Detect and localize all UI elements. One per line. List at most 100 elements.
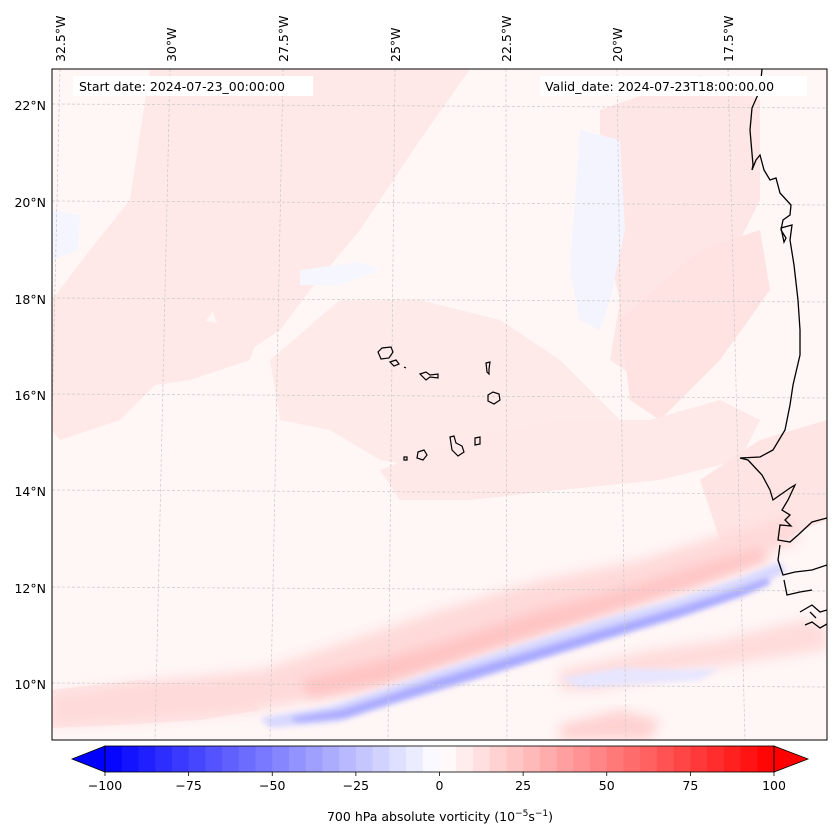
- start-date-box: [73, 76, 313, 96]
- field-positive-ne-band-2: [620, 230, 770, 420]
- colorbar-bin: [623, 746, 641, 772]
- lon-label-20w: 20°W: [610, 27, 625, 62]
- colorbar-bin: [155, 746, 173, 772]
- field-positive-belt-outer: [52, 515, 800, 725]
- colorbar-tick-label: 50: [599, 778, 615, 793]
- lon-label-30w: 30°W: [164, 27, 179, 62]
- graticule: [52, 69, 827, 740]
- gridline-lon-27-5w: [269, 69, 284, 740]
- colorbar-bin: [573, 746, 591, 772]
- colorbar-ticks: −100 −75 −50 −25 0 25 50 75 100: [88, 772, 786, 793]
- colorbar-bin: [355, 746, 374, 772]
- colorbar-bin: [506, 746, 524, 772]
- gridline-lat-22n: [52, 103, 827, 109]
- colorbar-bin: [740, 746, 758, 772]
- lat-label-16n: 16°N: [14, 388, 46, 403]
- longitude-labels: 32.5°W 30°W 27.5°W 25°W 22.5°W 20°W 17.5…: [53, 16, 736, 62]
- island-brava: [403, 456, 408, 461]
- colorbar-extend-high: [773, 745, 810, 773]
- colorbar-bin: [690, 746, 708, 772]
- colorbar-label-mid: s: [528, 809, 535, 824]
- colorbar-bin: [757, 746, 775, 772]
- gridline-lon-22-5w: [505, 69, 508, 740]
- lon-label-27-5w: 27.5°W: [276, 16, 291, 62]
- gridline-lon-25w: [387, 69, 396, 740]
- colorbar-bin: [389, 746, 407, 772]
- colorbar-tick-label: 0: [436, 778, 444, 793]
- colorbar-bin: [238, 746, 257, 772]
- map-panel: Start date: 2024-07-23_00:00:00 Valid_da…: [52, 69, 827, 740]
- island-sao-nicolau: [418, 371, 439, 381]
- gridline-lon-20w: [616, 69, 627, 740]
- lon-label-22-5w: 22.5°W: [499, 16, 514, 62]
- island-maio: [474, 436, 481, 446]
- gridline-lat-18n: [52, 297, 827, 303]
- field-negative-west: [52, 210, 80, 260]
- field-positive-center-left: [52, 300, 260, 400]
- colorbar-tick-label: −50: [259, 778, 285, 793]
- colorbar-bin: [305, 746, 323, 772]
- colorbar-bin: [205, 746, 223, 772]
- gridline-lon-32-5w: [52, 69, 61, 421]
- field-positive-belt-inner: [300, 548, 770, 698]
- gridline-lat-10n: [52, 682, 827, 688]
- colorbar-bin: [339, 746, 357, 772]
- colorbar-bin: [590, 746, 608, 772]
- valid-date-label: Valid_date: 2024-07-23T18:00:00.00: [545, 79, 774, 94]
- island-santa-luzia: [403, 366, 407, 369]
- field-negative-small: [300, 262, 380, 285]
- island-santo-antao: [377, 346, 394, 360]
- gridline-lon-30w: [154, 69, 171, 740]
- start-date-label: Start date: 2024-07-23_00:00:00: [79, 79, 285, 94]
- colorbar-bin: [673, 746, 691, 772]
- lon-label-17-5w: 17.5°W: [721, 16, 736, 62]
- colorbar-bin: [606, 746, 624, 772]
- lon-label-25w: 25°W: [388, 27, 403, 62]
- colorbar-bin: [422, 746, 440, 772]
- lat-label-14n: 14°N: [14, 484, 46, 499]
- colorbar-tick-label: 100: [762, 778, 786, 793]
- colorbar-tick-label: −75: [175, 778, 201, 793]
- lat-label-22n: 22°N: [14, 98, 46, 113]
- colorbar-bin: [640, 746, 658, 772]
- gridline-lat-12n: [52, 586, 827, 592]
- colorbar-label-exp1: −5: [515, 809, 528, 819]
- field-positive-nw-streak-2: [200, 69, 470, 350]
- colorbar-bin: [556, 746, 574, 772]
- field-negative-south-streak: [560, 668, 720, 688]
- coastline-west-africa: [739, 69, 827, 629]
- latitude-labels: 22°N 20°N 18°N 16°N 14°N 12°N 10°N: [14, 98, 46, 692]
- colorbar: −100 −75 −50 −25 0 25 50 75 100 700 hPa absolute…: [70, 745, 810, 824]
- colorbar-bin: [272, 746, 290, 772]
- colorbar-tick-label: 25: [515, 778, 531, 793]
- island-santiago: [449, 435, 465, 457]
- colorbar-tick-label: 75: [682, 778, 698, 793]
- colorbar-bin: [188, 746, 206, 772]
- colorbar-label-suffix: ): [548, 809, 553, 824]
- island-fogo: [416, 449, 428, 461]
- colorbar-bin: [372, 746, 390, 772]
- colorbar-tick-label: −25: [343, 778, 369, 793]
- colorbar-label: 700 hPa absolute vorticity (10−5s−1): [327, 809, 553, 824]
- colorbar-bin: [171, 746, 190, 772]
- colorbar-bin: [255, 746, 273, 772]
- colorbar-bin: [322, 746, 340, 772]
- colorbar-bin: [656, 746, 675, 772]
- colorbar-bin: [288, 746, 307, 772]
- colorbar-label-exp2: −1: [535, 809, 548, 819]
- lon-label-32-5w: 32.5°W: [53, 16, 68, 62]
- colorbar-bin: [121, 746, 139, 772]
- map-frame: [51, 68, 828, 741]
- lat-label-10n: 10°N: [14, 677, 46, 692]
- colorbar-tick-label: −100: [88, 778, 122, 793]
- lat-label-12n: 12°N: [14, 581, 46, 596]
- gridline-lon-17-5w: [727, 69, 746, 740]
- colorbar-extend-low: [70, 745, 106, 773]
- colorbar-bin: [489, 746, 507, 772]
- lat-label-18n: 18°N: [14, 292, 46, 307]
- colorbar-bin: [539, 746, 558, 772]
- island-boa-vista: [487, 391, 501, 405]
- colorbar-bin: [707, 746, 725, 772]
- lat-label-20n: 20°N: [14, 195, 46, 210]
